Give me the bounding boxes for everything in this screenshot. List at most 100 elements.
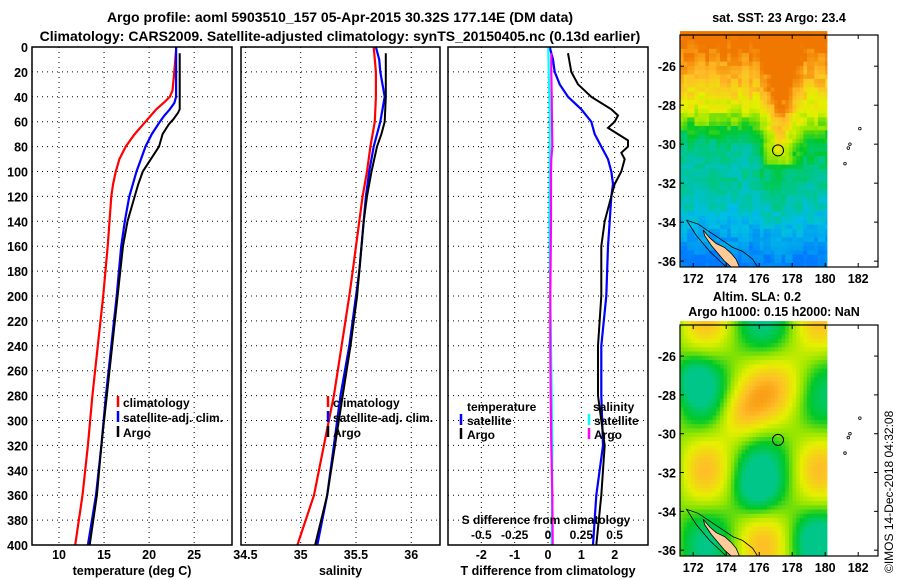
map-cell xyxy=(745,121,750,126)
map-cell xyxy=(788,393,793,399)
map-cell xyxy=(719,176,724,182)
map-cell xyxy=(756,146,761,152)
map-cell xyxy=(701,249,706,255)
map-cell xyxy=(727,211,732,216)
map-cell xyxy=(727,52,732,58)
map-cell xyxy=(680,329,685,335)
map-cell xyxy=(752,530,757,536)
map-cell xyxy=(723,415,728,420)
map-cell xyxy=(745,44,750,49)
map-cell xyxy=(698,513,703,519)
map-cell xyxy=(741,65,746,71)
map-cell xyxy=(749,509,754,514)
map-cell xyxy=(825,99,828,105)
map-cell xyxy=(745,440,750,446)
map-cell xyxy=(690,99,695,105)
map-cell xyxy=(778,500,783,506)
map-cell xyxy=(807,470,812,476)
map-cell xyxy=(701,321,706,326)
map-cell xyxy=(741,517,746,523)
map-cell xyxy=(785,496,790,501)
map-cell xyxy=(796,445,801,450)
map-cell xyxy=(785,61,790,66)
map-cell xyxy=(698,551,703,557)
map-cell xyxy=(690,91,695,96)
map-cell xyxy=(705,262,710,268)
map-cell xyxy=(796,116,801,122)
map-cell xyxy=(774,189,779,195)
map-cell xyxy=(741,35,746,41)
map-cell xyxy=(701,479,706,484)
map-cell xyxy=(719,321,724,326)
map-cell xyxy=(774,185,779,191)
map-cell xyxy=(767,453,772,459)
map-cell xyxy=(792,368,797,373)
map-cell xyxy=(705,108,710,114)
map-cell xyxy=(738,415,743,420)
map-cell xyxy=(810,245,815,251)
map-cell xyxy=(810,224,815,229)
map-cell xyxy=(821,398,826,403)
map-cell xyxy=(687,185,692,191)
map-cell xyxy=(774,224,779,229)
map-cell xyxy=(785,466,790,472)
map-cell xyxy=(712,146,717,152)
secondary-x-tick-label: 0.25 xyxy=(570,528,594,542)
map-cell xyxy=(814,146,819,152)
map-cell xyxy=(741,181,746,186)
map-cell xyxy=(709,78,714,84)
map-cell xyxy=(752,211,757,216)
map-cell xyxy=(690,372,695,378)
map-cell xyxy=(814,91,819,96)
map-cell xyxy=(709,129,714,135)
map-cell xyxy=(759,78,764,84)
map-cell xyxy=(694,359,699,365)
map-cell xyxy=(749,513,754,519)
map-cell xyxy=(730,31,735,36)
map-cell xyxy=(785,198,790,204)
map-cell xyxy=(745,202,750,208)
map-cell xyxy=(781,258,786,264)
map-cell xyxy=(817,194,822,199)
map-cell xyxy=(792,65,797,71)
map-cell xyxy=(723,530,728,536)
map-cell xyxy=(698,202,703,208)
map-cell xyxy=(792,346,797,352)
map-cell xyxy=(799,48,804,54)
map-cell xyxy=(825,415,828,420)
map-cell xyxy=(799,189,804,195)
map-frame xyxy=(679,34,879,268)
map-cell xyxy=(727,232,732,238)
map-cell xyxy=(712,423,717,429)
map-cell xyxy=(701,346,706,352)
map-cell xyxy=(781,185,786,191)
map-cell xyxy=(705,39,710,45)
map-cell xyxy=(781,104,786,109)
map-cell xyxy=(687,95,692,101)
map-cell xyxy=(825,380,828,386)
map-cell xyxy=(734,224,739,229)
map-cell xyxy=(709,202,714,208)
map-cell xyxy=(701,368,706,373)
map-cell xyxy=(781,423,786,429)
map-cell xyxy=(738,207,743,212)
map-cell xyxy=(738,333,743,339)
map-cell xyxy=(698,398,703,403)
map-cell xyxy=(799,538,804,544)
map-cell xyxy=(752,393,757,399)
map-cell xyxy=(785,351,790,356)
map-cell xyxy=(807,56,812,62)
map-cell xyxy=(701,483,706,489)
map-cell xyxy=(752,449,757,454)
map-cell xyxy=(716,547,721,553)
map-cell xyxy=(723,393,728,399)
map-cell xyxy=(814,496,819,501)
map-cell xyxy=(807,245,812,251)
map-cell xyxy=(774,155,779,161)
map-cell xyxy=(749,245,754,251)
map-cell xyxy=(817,82,822,88)
map-cell xyxy=(680,86,685,92)
map-cell xyxy=(778,249,783,255)
map-cell xyxy=(778,543,783,548)
map-cell xyxy=(687,82,692,88)
